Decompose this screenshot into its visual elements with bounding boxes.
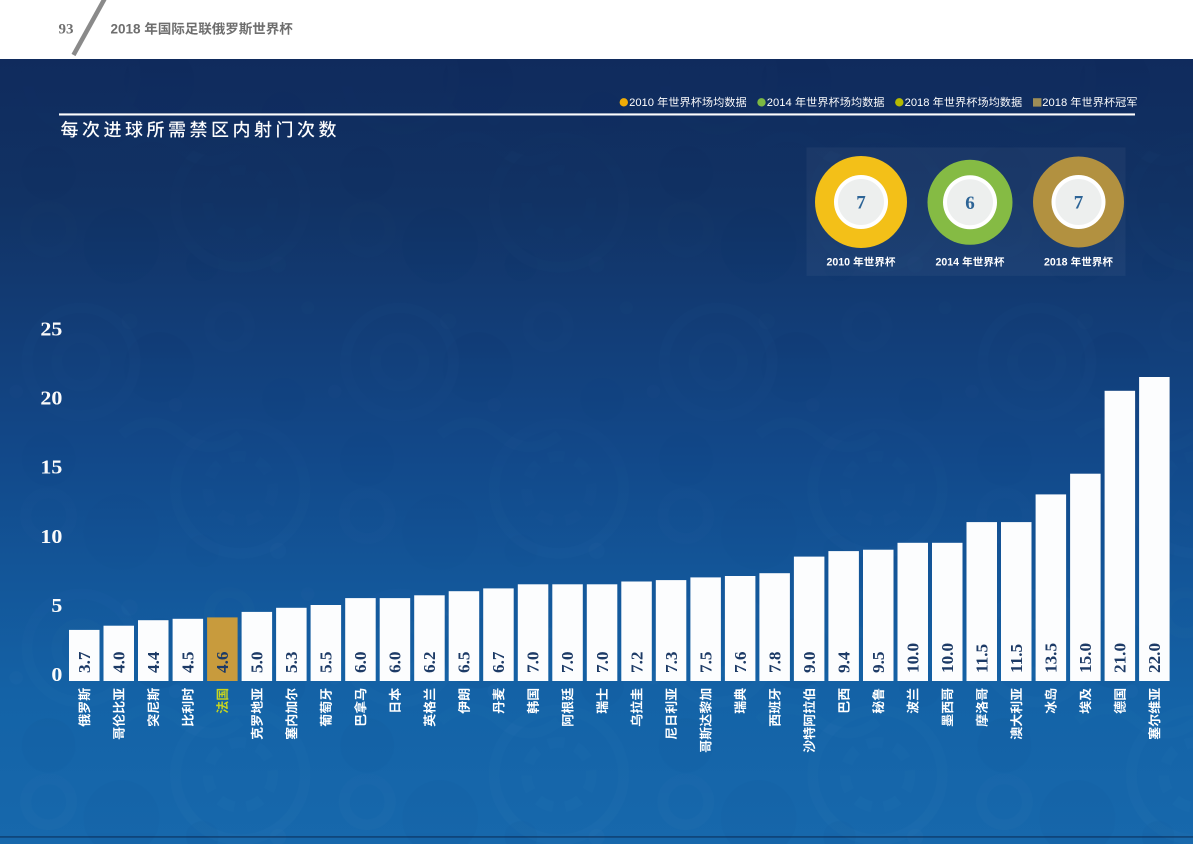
- svg-text:20: 20: [40, 387, 62, 410]
- svg-text:9.4: 9.4: [834, 651, 853, 673]
- svg-text:22.0: 22.0: [1145, 643, 1164, 673]
- svg-text:11.5: 11.5: [973, 644, 992, 673]
- svg-text:9.0: 9.0: [800, 652, 819, 673]
- svg-text:2010: 2010: [827, 257, 851, 269]
- svg-text:7.0: 7.0: [593, 652, 612, 673]
- svg-text:93: 93: [59, 22, 74, 38]
- svg-text:2014: 2014: [936, 257, 960, 269]
- svg-text:10.0: 10.0: [938, 643, 957, 673]
- svg-text:7.0: 7.0: [558, 652, 577, 673]
- svg-text:5: 5: [51, 594, 62, 617]
- svg-text:25: 25: [40, 317, 62, 340]
- svg-text:6.2: 6.2: [420, 652, 439, 673]
- svg-text:10: 10: [40, 525, 62, 548]
- svg-text:7: 7: [856, 193, 866, 214]
- svg-text:5.3: 5.3: [282, 652, 301, 673]
- svg-text:10.0: 10.0: [903, 643, 922, 673]
- svg-text:3.7: 3.7: [75, 651, 94, 673]
- svg-text:6.7: 6.7: [489, 651, 508, 673]
- svg-text:13.5: 13.5: [1042, 643, 1061, 673]
- svg-text:7.2: 7.2: [627, 652, 646, 673]
- svg-text:6.0: 6.0: [351, 652, 370, 673]
- svg-text:2010: 2010: [629, 97, 654, 109]
- svg-text:9.5: 9.5: [869, 652, 888, 673]
- svg-text:6: 6: [965, 193, 975, 214]
- svg-text:6.5: 6.5: [455, 652, 474, 673]
- svg-text:6.0: 6.0: [386, 652, 405, 673]
- svg-text:2018: 2018: [1042, 97, 1067, 109]
- svg-text:7.6: 7.6: [731, 651, 750, 673]
- svg-text:7.5: 7.5: [696, 652, 715, 673]
- svg-text:5.0: 5.0: [248, 652, 267, 673]
- svg-text:11.5: 11.5: [1007, 644, 1026, 673]
- svg-text:4.0: 4.0: [110, 652, 129, 673]
- svg-text:0: 0: [51, 663, 62, 686]
- svg-text:2018: 2018: [1044, 257, 1068, 269]
- svg-text:2018: 2018: [905, 97, 930, 109]
- svg-text:15: 15: [40, 456, 62, 479]
- svg-text:7: 7: [1074, 193, 1084, 214]
- svg-text:2018: 2018: [111, 22, 142, 37]
- svg-text:15.0: 15.0: [1076, 643, 1095, 673]
- svg-text:21.0: 21.0: [1111, 643, 1130, 673]
- svg-text:4.6: 4.6: [213, 651, 232, 673]
- svg-text:7.0: 7.0: [524, 652, 543, 673]
- svg-text:5.5: 5.5: [317, 652, 336, 673]
- svg-text:7.8: 7.8: [765, 651, 784, 673]
- svg-text:7.3: 7.3: [662, 652, 681, 673]
- svg-text:2014: 2014: [767, 97, 792, 109]
- svg-text:4.4: 4.4: [144, 651, 163, 673]
- svg-text:4.5: 4.5: [179, 652, 198, 673]
